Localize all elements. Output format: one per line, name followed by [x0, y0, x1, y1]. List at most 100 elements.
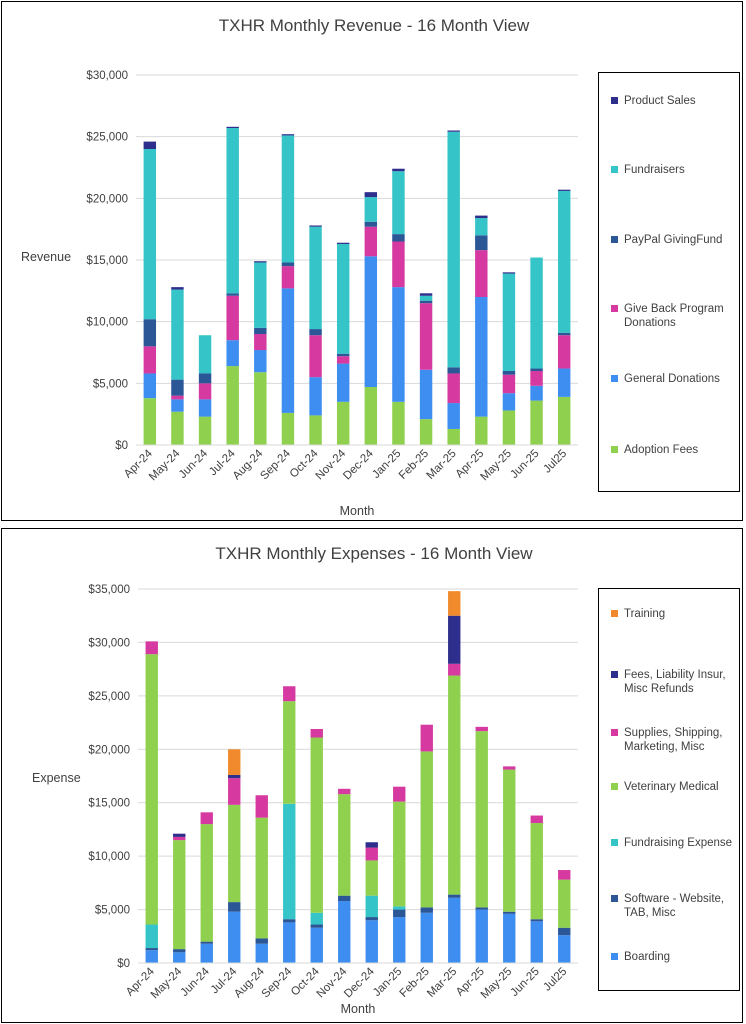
expense-bar-apr-24-supplies-shipping-marketing-misc	[145, 641, 158, 655]
expense-bar-jul-24-boarding	[228, 911, 241, 963]
expense-bar-mar-25-fees-liability-insur-misc-refunds	[448, 615, 461, 664]
expense-legend-label: Fundraising Expense	[624, 837, 733, 849]
revenue-legend-swatch	[611, 97, 618, 104]
expense-bar-feb-25-veterinary-medical	[420, 751, 433, 908]
expense-bar-dec-24-fundraising-expense	[365, 895, 378, 918]
revenue-bar-mar-25-general-donations	[447, 403, 460, 429]
revenue-bar-apr-24-fundraisers	[143, 149, 157, 320]
revenue-bar-dec-24-general-donations	[364, 256, 378, 388]
expense-bar-aug-24-supplies-shipping-marketing-misc	[255, 795, 268, 818]
revenue-bar-sep-24-fundraisers	[281, 135, 295, 263]
expense-bar-apr-25-supplies-shipping-marketing-misc	[475, 726, 488, 732]
expense-bar-dec-24-boarding	[365, 920, 378, 963]
revenue-bar-apr-24-paypal-givingfund	[143, 319, 157, 347]
revenue-x-tick-label: May-24	[147, 447, 183, 483]
revenue-bar-may-25-paypal-givingfund	[502, 371, 516, 375]
revenue-bar-dec-24-paypal-givingfund	[364, 221, 378, 227]
revenue-bar-jul-24-adoption-fees	[226, 366, 239, 445]
expense-legend: Training Fees, Liability Insur, Misc Refu…	[598, 588, 740, 991]
revenue-legend-label: Give Back Program Donations	[624, 303, 724, 329]
expense-bar-may-25-supplies-shipping-marketing-misc	[503, 766, 516, 770]
expense-bar-may-24-fees-liability-insur-misc-refunds	[173, 833, 186, 837]
expense-bar-aug-24-software-website-tab-misc	[255, 938, 268, 944]
expense-y-axis-title: Expense	[32, 771, 81, 785]
expense-y-tick-label: $20,000	[88, 744, 130, 756]
revenue-bar-oct-24-general-donations	[309, 377, 322, 416]
expense-bar-may-24-boarding	[173, 952, 186, 963]
revenue-bar-jan-25-paypal-givingfund	[392, 234, 405, 242]
revenue-y-tick-label: $0	[115, 440, 128, 452]
revenue-bar-jun-25-fundraisers	[530, 257, 543, 369]
revenue-y-tick-label: $15,000	[86, 255, 128, 267]
expense-bar-dec-24-fees-liability-insur-misc-refunds	[365, 842, 378, 848]
revenue-legend-label: PayPal GivingFund	[624, 234, 723, 246]
revenue-bar-aug-24-adoption-fees	[254, 372, 267, 445]
revenue-bar-jun-24-general-donations	[198, 399, 212, 417]
expense-y-tick-label: $30,000	[88, 637, 130, 649]
revenue-bar-jun-25-general-donations	[530, 385, 543, 401]
revenue-bar-sep-24-general-donations	[281, 288, 295, 413]
expense-bar-jul-24-supplies-shipping-marketing-misc	[228, 778, 241, 805]
expense-legend-swatch	[611, 839, 618, 846]
expense-legend-swatch	[611, 895, 618, 902]
revenue-y-axis-title: Revenue	[21, 250, 71, 264]
revenue-bar-jul25-product-sales	[557, 189, 571, 191]
revenue-legend-label: General Donations	[624, 373, 720, 385]
revenue-bar-jul25-fundraisers	[557, 190, 571, 333]
revenue-x-tick-label: Jul25	[541, 448, 569, 476]
expense-bar-jun-24-boarding	[200, 943, 213, 963]
expense-bar-apr-24-software-website-tab-misc	[145, 948, 158, 951]
expense-y-tick-label: $15,000	[88, 798, 130, 810]
expense-bar-apr-25-software-website-tab-misc	[475, 907, 488, 910]
expense-chart-svg: TXHR Monthly Expenses - 16 Month View $0 $…	[32, 544, 578, 1016]
revenue-legend-swatch	[611, 446, 618, 453]
expense-bar-mar-25-supplies-shipping-marketing-misc	[448, 663, 461, 676]
revenue-bar-nov-24-general-donations	[336, 363, 350, 402]
revenue-bar-mar-25-give-back-program-donations	[447, 373, 460, 404]
expense-bar-jul25-supplies-shipping-marketing-misc	[558, 870, 571, 880]
revenue-bar-nov-24-give-back-program-donations	[336, 356, 350, 364]
expense-bar-oct-24-software-website-tab-misc	[310, 924, 323, 928]
expense-bar-mar-25-training	[448, 591, 461, 616]
revenue-bar-jan-25-general-donations	[392, 287, 405, 402]
expense-bar-jul-24-software-website-tab-misc	[228, 902, 241, 912]
expense-bar-dec-24-veterinary-medical	[365, 860, 378, 896]
revenue-bar-jul25-paypal-givingfund	[557, 332, 571, 336]
expense-x-tick-label: Jul25	[541, 966, 569, 994]
revenue-legend: Product Sales Fundraisers PayPal GivingFun…	[598, 72, 740, 492]
revenue-legend-swatch	[611, 305, 618, 312]
revenue-x-tick-label: Jun-24	[177, 447, 211, 481]
expense-bar-jan-25-supplies-shipping-marketing-misc	[393, 786, 406, 802]
revenue-bar-jul25-adoption-fees	[557, 396, 571, 445]
expense-bar-jan-25-fundraising-expense	[393, 906, 406, 910]
expense-bar-mar-25-veterinary-medical	[448, 675, 461, 895]
expense-legend-swatch	[611, 729, 618, 736]
revenue-bar-jan-25-product-sales	[392, 168, 405, 172]
revenue-x-tick-label: Mar-25	[425, 448, 459, 482]
revenue-bar-dec-24-product-sales	[364, 192, 378, 198]
expense-bar-jul25-software-website-tab-misc	[558, 927, 571, 936]
revenue-bar-oct-24-product-sales	[309, 225, 322, 227]
expense-legend-label: Training	[624, 608, 666, 620]
revenue-bar-sep-24-adoption-fees	[281, 412, 295, 445]
expense-legend-label: Supplies, Shipping, Marketing, Misc	[624, 727, 723, 753]
revenue-bar-may-25-general-donations	[502, 393, 516, 411]
expense-x-tick-label: Dec-24	[342, 965, 377, 1000]
revenue-bar-nov-24-paypal-givingfund	[336, 353, 350, 357]
revenue-bar-may-24-product-sales	[171, 287, 184, 290]
expense-bar-jul-24-veterinary-medical	[228, 804, 241, 903]
revenue-bar-jun-25-give-back-program-donations	[530, 371, 543, 386]
revenue-y-tick-label: $30,000	[86, 70, 128, 82]
expense-bar-may-24-supplies-shipping-marketing-misc	[173, 836, 186, 841]
revenue-bar-jul-24-give-back-program-donations	[226, 295, 239, 341]
expense-legend-swatch	[611, 953, 618, 960]
revenue-bar-feb-25-product-sales	[419, 293, 433, 296]
revenue-legend-label: Adoption Fees	[624, 444, 699, 456]
expense-bar-jan-25-boarding	[393, 917, 406, 963]
revenue-bar-apr-24-adoption-fees	[143, 398, 157, 445]
revenue-bar-may-24-give-back-program-donations	[171, 395, 184, 400]
expense-bar-sep-24-fundraising-expense	[283, 803, 296, 920]
expense-bar-apr-24-fundraising-expense	[145, 924, 158, 949]
expense-y-tick-label: $10,000	[88, 851, 130, 863]
expense-bar-jun-25-supplies-shipping-marketing-misc	[530, 815, 543, 824]
